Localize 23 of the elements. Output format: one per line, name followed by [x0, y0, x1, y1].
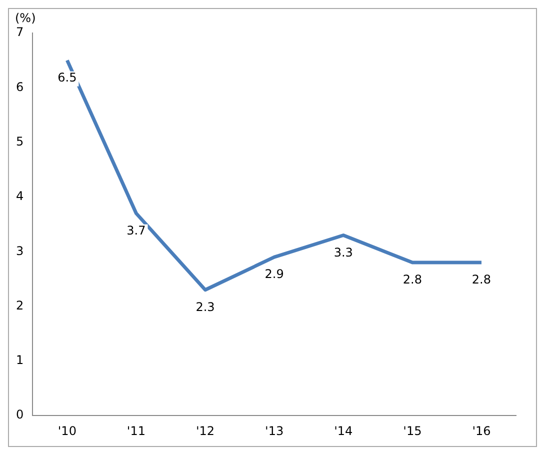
y-tick-label: 7 [16, 25, 24, 40]
x-tick-label: '10 [58, 424, 76, 438]
data-label: 3.3 [334, 245, 353, 260]
x-tick-label: '12 [196, 424, 215, 438]
y-tick-label: 2 [16, 298, 24, 312]
x-tick-label: '14 [334, 424, 353, 438]
data-label: 3.7 [126, 223, 146, 238]
y-tick-label: 6 [16, 80, 24, 94]
x-tick-label: '16 [472, 424, 491, 438]
y-axis-title: (%) [15, 11, 36, 26]
data-label: 2.8 [402, 272, 422, 287]
data-label: 2.9 [264, 267, 284, 282]
x-tick-label: '13 [265, 424, 284, 438]
x-tick-label: '15 [403, 424, 422, 438]
x-tick-label: '11 [126, 424, 146, 438]
y-tick-label: 5 [16, 134, 24, 148]
y-tick-label: 3 [16, 244, 24, 258]
data-label: 2.3 [196, 300, 215, 314]
data-label: 2.8 [472, 272, 492, 287]
y-tick-label: 0 [16, 408, 24, 422]
data-label: 6.5 [58, 70, 77, 84]
y-tick-label: 4 [16, 189, 24, 204]
y-tick-label: 1 [16, 353, 24, 368]
